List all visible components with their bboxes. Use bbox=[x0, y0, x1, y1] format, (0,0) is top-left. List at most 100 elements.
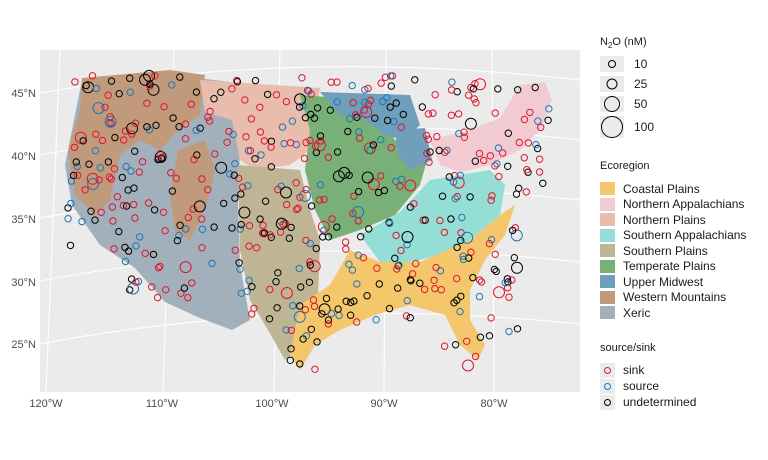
observation-points bbox=[64, 69, 553, 373]
observation-point bbox=[297, 283, 305, 291]
observation-point bbox=[342, 297, 350, 305]
observation-point bbox=[205, 117, 214, 125]
observation-point bbox=[144, 199, 153, 207]
observation-point bbox=[505, 327, 513, 336]
observation-point bbox=[248, 310, 256, 318]
observation-point bbox=[96, 164, 105, 172]
observation-point bbox=[344, 127, 352, 136]
ecoregion-legend-item: Southern Appalachians bbox=[600, 228, 746, 243]
observation-point bbox=[430, 276, 438, 284]
observation-point bbox=[394, 284, 402, 292]
observation-point bbox=[332, 170, 345, 183]
observation-point bbox=[393, 265, 401, 273]
observation-point bbox=[311, 365, 319, 373]
observation-point bbox=[383, 93, 391, 102]
observation-point bbox=[475, 149, 484, 158]
observation-point bbox=[420, 285, 429, 294]
observation-point bbox=[246, 147, 255, 155]
observation-point bbox=[160, 103, 168, 111]
observation-point bbox=[295, 103, 304, 111]
observation-point bbox=[367, 178, 380, 191]
observation-point bbox=[448, 78, 456, 86]
observation-point bbox=[306, 136, 314, 145]
observation-point bbox=[410, 200, 418, 208]
ecoregion-legend-item: Upper Midwest bbox=[600, 274, 746, 289]
observation-point bbox=[424, 110, 433, 118]
observation-point bbox=[226, 170, 234, 178]
observation-point bbox=[492, 267, 500, 276]
observation-point bbox=[156, 262, 164, 271]
observation-point bbox=[403, 241, 411, 249]
observation-point bbox=[320, 195, 328, 204]
observation-point bbox=[349, 99, 357, 107]
observation-point bbox=[324, 316, 333, 324]
observation-point bbox=[235, 259, 243, 267]
observation-point bbox=[143, 123, 151, 131]
observation-point bbox=[333, 78, 341, 86]
source-sink-legend-title: source/sink bbox=[600, 342, 656, 354]
lon-label: 110°W bbox=[146, 398, 179, 410]
observation-point bbox=[306, 258, 314, 266]
observation-point bbox=[73, 171, 82, 180]
observation-point bbox=[238, 206, 251, 219]
lat-label: 40°N bbox=[11, 151, 36, 163]
observation-point bbox=[244, 182, 252, 190]
observation-point bbox=[447, 111, 456, 120]
observation-point bbox=[272, 278, 280, 286]
observation-point bbox=[385, 304, 394, 313]
observation-point bbox=[431, 91, 439, 99]
observation-point bbox=[453, 243, 461, 252]
observation-point bbox=[424, 135, 432, 144]
observation-point bbox=[295, 264, 303, 273]
observation-point bbox=[523, 166, 531, 174]
observation-point bbox=[192, 126, 200, 134]
observation-point bbox=[327, 309, 336, 318]
source-sink-label: sink bbox=[623, 363, 645, 377]
observation-point bbox=[436, 267, 445, 275]
observation-point bbox=[231, 246, 240, 254]
observation-point bbox=[182, 225, 190, 233]
ecoregion-swatch bbox=[600, 244, 615, 257]
observation-point bbox=[404, 179, 417, 192]
observation-point bbox=[392, 177, 400, 186]
observation-point bbox=[396, 182, 404, 191]
observation-point bbox=[217, 88, 225, 96]
observation-point bbox=[352, 206, 365, 218]
observation-point bbox=[350, 192, 358, 200]
observation-point bbox=[487, 236, 496, 244]
point-symbol bbox=[600, 378, 615, 394]
observation-point bbox=[154, 264, 163, 272]
observation-point bbox=[241, 96, 249, 104]
observation-point bbox=[85, 160, 93, 168]
size-legend-item: 50 bbox=[600, 96, 654, 113]
observation-point bbox=[355, 134, 364, 142]
observation-point bbox=[449, 178, 458, 186]
observation-point bbox=[78, 217, 86, 226]
observation-point bbox=[113, 193, 122, 201]
observation-point bbox=[456, 171, 464, 180]
observation-point bbox=[313, 104, 322, 112]
observation-point bbox=[324, 233, 333, 241]
ecoregion-swatch bbox=[600, 306, 615, 319]
observation-point bbox=[184, 293, 192, 302]
observation-point bbox=[158, 153, 166, 162]
observation-point bbox=[288, 117, 297, 125]
observation-point bbox=[305, 87, 313, 95]
observation-point bbox=[397, 123, 405, 131]
observation-point bbox=[515, 138, 523, 147]
ecoregion-legend-item: Northern Appalachians bbox=[600, 197, 746, 212]
observation-point bbox=[286, 356, 294, 364]
observation-point bbox=[104, 91, 112, 99]
observation-point bbox=[257, 151, 265, 159]
observation-point bbox=[494, 144, 503, 152]
observation-point bbox=[73, 162, 82, 171]
observation-point bbox=[375, 280, 383, 288]
observation-point bbox=[274, 269, 282, 277]
observation-point bbox=[301, 114, 310, 122]
point-symbol bbox=[600, 394, 615, 410]
observation-point bbox=[259, 221, 267, 230]
observation-point bbox=[115, 90, 123, 98]
observation-point bbox=[510, 229, 523, 242]
observation-point bbox=[122, 202, 131, 210]
observation-point bbox=[67, 199, 75, 208]
